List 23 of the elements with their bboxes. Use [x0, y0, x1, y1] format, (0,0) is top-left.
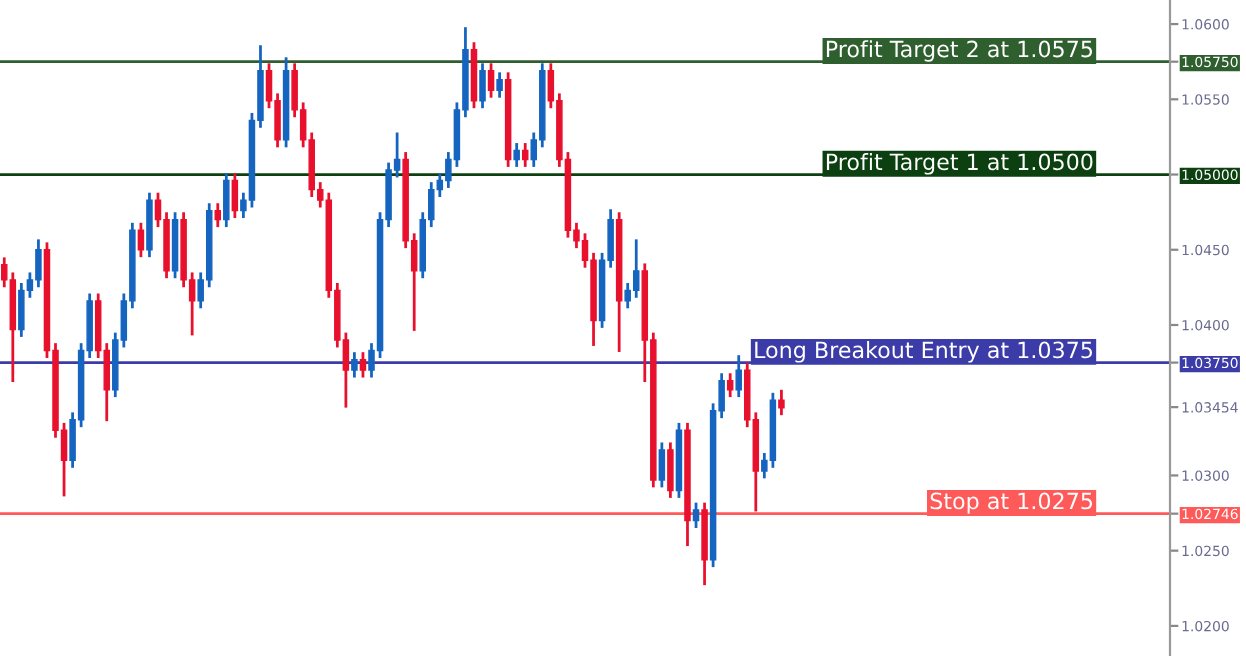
- candlestick: [632, 239, 640, 298]
- ref-line-label: Long Breakout Entry at 1.0375: [755, 341, 1093, 363]
- candlestick: [496, 72, 503, 98]
- candlestick: [351, 352, 358, 378]
- candlestick: [658, 442, 666, 488]
- candlestick: [778, 389, 785, 416]
- ref-line-label: Profit Target 1 at 1.0500: [826, 153, 1093, 175]
- candlestick: [214, 203, 222, 228]
- candlestick: [35, 239, 42, 288]
- candlestick: [513, 143, 520, 167]
- candlestick: [18, 282, 25, 337]
- candlestick: [479, 63, 486, 109]
- ref-line-label: Profit Target 2 at 1.0575: [826, 40, 1093, 62]
- candlestick: [487, 63, 495, 98]
- candlestick: [667, 442, 674, 498]
- candlestick: [231, 173, 239, 219]
- candlestick: [726, 373, 734, 398]
- candlestick: [521, 143, 529, 167]
- ref-line-label: Stop at 1.0275: [930, 492, 1093, 514]
- candlestick: [359, 352, 367, 378]
- candlestick: [735, 355, 742, 398]
- candlestick: [692, 502, 700, 528]
- candlestick: [223, 173, 230, 228]
